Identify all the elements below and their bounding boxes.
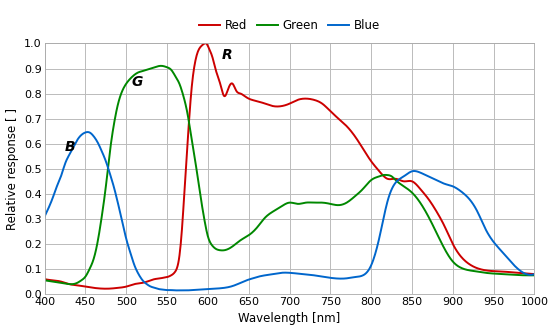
Text: G: G [132, 75, 143, 89]
Green [340, 202, 346, 206]
Blue [340, 277, 346, 281]
Line: Red: Red [45, 43, 535, 289]
Green [42, 278, 48, 282]
Y-axis label: Relative response [ ]: Relative response [ ] [6, 108, 18, 230]
Blue [71, 143, 78, 147]
Green [464, 268, 471, 272]
Blue [42, 214, 48, 218]
Red [327, 109, 334, 113]
Blue [464, 195, 471, 199]
Red [71, 283, 78, 287]
Green [72, 282, 79, 286]
Red [42, 277, 48, 281]
Green [531, 273, 538, 277]
Red [355, 139, 361, 143]
Blue [414, 169, 420, 173]
Red [464, 261, 471, 265]
Green [327, 202, 334, 206]
Red [531, 272, 538, 276]
Red [340, 121, 346, 125]
Blue [84, 130, 91, 134]
Blue [355, 275, 361, 279]
Text: R: R [222, 48, 233, 62]
Green [158, 64, 165, 68]
Blue [531, 272, 538, 276]
Line: Green: Green [45, 66, 535, 284]
Legend: Red, Green, Blue: Red, Green, Blue [199, 19, 380, 32]
Green [68, 282, 75, 286]
Red [202, 41, 208, 45]
Line: Blue: Blue [45, 132, 535, 290]
Text: B: B [65, 140, 76, 154]
Red [102, 287, 109, 291]
Green [414, 197, 420, 201]
X-axis label: Wavelength [nm]: Wavelength [nm] [238, 312, 341, 325]
Red [414, 184, 420, 188]
Green [355, 192, 361, 196]
Blue [327, 276, 334, 280]
Blue [174, 288, 181, 292]
